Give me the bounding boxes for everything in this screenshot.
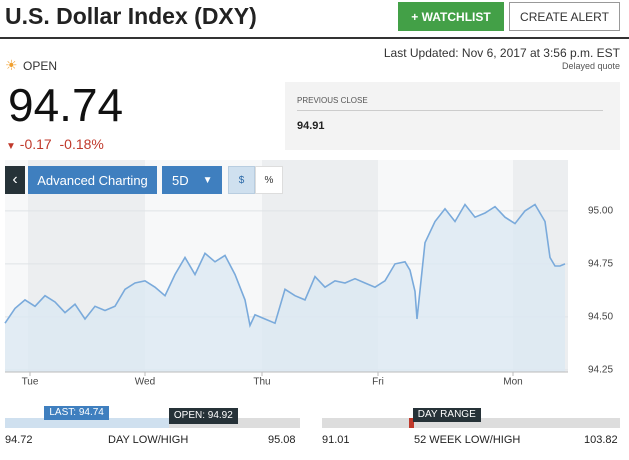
last-updated: Last Updated: Nov 6, 2017 at 3:56 p.m. E…	[383, 46, 620, 60]
rule	[297, 110, 603, 111]
price: 94.74	[8, 79, 124, 131]
dropdown-arrow: ▼	[202, 174, 213, 186]
open-value: 94.92	[207, 410, 233, 421]
back-button[interactable]: ‹	[5, 166, 25, 194]
change-percent: -0.18%	[59, 136, 104, 152]
alert-button[interactable]: CREATE ALERT	[509, 2, 620, 31]
week52-high: 103.82	[584, 434, 618, 446]
watchlist-button[interactable]: + WATCHLIST	[398, 2, 504, 31]
y-tick-label: 95.00	[588, 206, 613, 217]
change-value: -0.17	[19, 136, 52, 152]
open-flag: OPEN: 94.92	[168, 408, 238, 424]
last-flag: LAST: 94.74	[44, 406, 109, 420]
day-high: 95.08	[268, 434, 296, 446]
delay-note: Delayed quote	[561, 61, 620, 71]
period-label: 5D	[172, 172, 189, 188]
open-label: OPEN:	[173, 410, 205, 421]
day-range-track	[5, 418, 300, 428]
week52-marker	[408, 418, 414, 428]
x-tick-label: Mon	[503, 377, 522, 388]
day-low: 94.72	[5, 434, 33, 446]
last-value: 94.74	[78, 407, 104, 418]
y-tick-label: 94.75	[588, 259, 613, 270]
price-line	[4, 203, 566, 328]
previous-close-value: 94.91	[297, 120, 325, 132]
percent-toggle[interactable]: %	[255, 166, 283, 194]
last-label: LAST:	[49, 407, 77, 418]
title: U.S. Dollar Index (DXY)	[5, 3, 257, 29]
day-range-fill	[5, 418, 169, 428]
x-tick-label: Thu	[253, 377, 270, 388]
y-tick-label: 94.25	[588, 365, 613, 376]
x-tick-label: Fri	[372, 377, 384, 388]
header-rule	[0, 37, 629, 39]
dollar-toggle[interactable]: $	[228, 166, 255, 194]
change: ▼ -0.17 -0.18%	[6, 136, 104, 152]
x-tick-label: Tue	[22, 377, 39, 388]
y-tick-label: 94.50	[588, 312, 613, 323]
advanced-charting-button[interactable]: Advanced Charting	[28, 166, 157, 194]
week52-label: 52 WEEK LOW/HIGH	[414, 434, 521, 446]
down-arrow: ▼	[6, 141, 16, 152]
day-range-label: DAY LOW/HIGH	[108, 434, 189, 446]
sun-icon: ☀	[5, 57, 18, 73]
x-tick-label: Wed	[135, 377, 155, 388]
day-range-flag: DAY RANGE	[412, 408, 481, 422]
period-button[interactable]: 5D ▼	[162, 166, 222, 194]
previous-close-box: PREVIOUS CLOSE 94.91	[285, 82, 620, 150]
previous-close-label: PREVIOUS CLOSE	[297, 96, 368, 105]
week52-low: 91.01	[322, 434, 350, 446]
week52-track	[322, 418, 620, 428]
market-status: OPEN	[23, 59, 58, 73]
